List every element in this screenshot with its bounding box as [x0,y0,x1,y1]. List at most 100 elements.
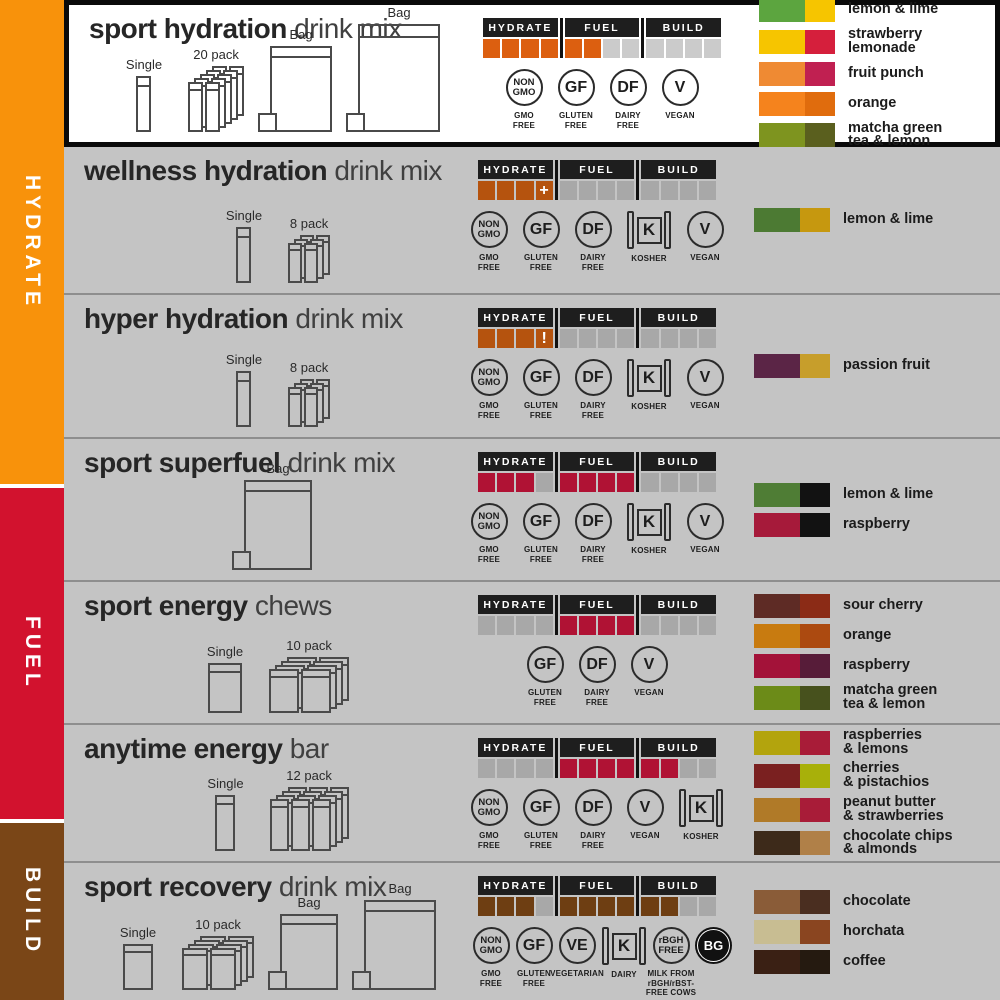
non-gmo-icon: NON GMO [470,503,508,540]
flavor-item: sour cherry [754,593,996,618]
meter-segment-hydrate: HYDRATE [478,452,553,492]
meter-square [478,473,496,492]
meter-square [516,897,534,916]
package-illustration-bag [346,24,441,132]
meter-square [679,329,697,348]
meter-square [660,616,678,635]
package-formats: Single 8 pack [72,189,484,283]
scoop-illustration [346,113,366,132]
flavor-label: passion fruit [843,357,931,374]
scroll-letter: K [636,364,662,392]
badge-caption: VEGAN [690,401,720,410]
kosher-icon: K [626,359,672,397]
package-label: Single [225,352,263,367]
product-title-bold: anytime energy [84,733,283,764]
meter-square [535,897,553,916]
flavor-swatch [754,685,830,710]
bag-seal-line [272,48,331,58]
multipack-card [188,82,204,132]
meter-squares [564,39,640,58]
meter-segment-hydrate: HYDRATE [478,876,553,916]
dairy-free-icon: DF [574,503,612,540]
meter-segment-build: BUILD [641,595,717,635]
scroll-bar-right [664,359,671,397]
package-illustration-multipack [188,66,245,132]
meter-square [641,473,659,492]
flavor-swatch-left [754,208,800,232]
flavor-label: chocolate chips & almonds [843,827,953,858]
gluten-free-badge: GF GLUTEN FREE [522,789,560,850]
product-title-light: drink mix [334,155,442,186]
package-seal-line [238,229,250,238]
meter-square [497,181,515,200]
package-label: Bag [266,461,290,476]
package-format: Single [226,352,262,427]
meter-segment-build: BUILD [641,308,717,348]
badge-caption: VEGAN [630,831,660,840]
meter-segment-header: BUILD [646,18,722,37]
product-title: sport recovery drink mix [84,871,387,903]
sidebar-section-hydrate: HYDRATE [0,0,64,484]
meter-divider [636,595,640,635]
meter-square [698,329,717,348]
flavor-swatch-left [759,0,805,22]
badge-caption: GLUTEN FREE [523,831,559,850]
meter-square [598,616,616,635]
meter-square [598,329,616,348]
package-seal-line [217,797,234,805]
certification-badges: NON GMO GMO FREE GF GLUTEN FREE DF DAIRY FREE… [483,69,721,130]
meter-squares [478,616,553,635]
badge-caption: DAIRY FREE [580,401,606,420]
package-illustration-stick [236,227,252,283]
meter-squares [641,897,717,916]
card-seal-line [303,671,330,678]
scoop-illustration [268,971,288,990]
non-gmo-icon: NON GMO [470,211,508,248]
gluten-free-icon: GF [522,359,560,396]
badge-caption: KOSHER [683,832,719,841]
flavor-swatch-left [754,919,800,944]
meter-square [598,473,616,492]
flavor-swatch-left [754,512,800,537]
multipack-card [288,387,303,427]
vegan-badge: V VEGAN [661,69,699,130]
meter-segment-hydrate: HYDRATE [483,18,558,58]
meter-square [478,897,496,916]
flavor-swatch [754,512,830,537]
meter-divider [554,595,558,635]
flavor-swatch-right [799,482,830,507]
flavor-swatch-left [754,482,800,507]
meter-square [684,39,702,58]
scroll-bar-left [627,211,634,249]
flavor-swatch-left [754,831,800,856]
gluten-free-icon: GF [526,646,564,683]
card-seal-line [290,245,301,251]
scroll-bar-left [602,927,609,965]
meter-segment-header: HYDRATE [478,595,553,614]
meter-square: ! [535,329,553,348]
package-seal-line [238,373,250,382]
flavor-item: matcha green tea & lemon [759,120,991,150]
dairy-free-badge: DF DAIRY FREE [574,789,612,850]
vegan-icon: V [661,69,699,106]
flavor-swatch [754,623,830,648]
flavor-list: lemon & lime raspberry [754,439,996,580]
meter-square [679,759,697,778]
product-row-hyper-hydration: hyper hydration drink mix Single 8 pack H… [64,293,1000,437]
meter-segment-header: BUILD [641,876,717,895]
meter-square [478,181,496,200]
meter-squares [646,39,722,58]
meter-square [660,181,678,200]
gluten-free-badge: GF GLUTEN FREE [522,211,560,272]
meter-divider [636,876,640,916]
non-gmo-icon: NON GMO [470,789,508,826]
meter-squares [641,181,717,200]
badge-caption: DAIRY FREE [580,545,606,564]
flavor-label: raspberry [843,515,910,532]
flavor-swatch-right [804,0,835,22]
flavor-swatch-left [754,764,800,789]
meter-square [559,329,577,348]
meter-divider [636,738,640,778]
meter-segment-fuel: FUEL [559,160,635,200]
meter-segment-header: HYDRATE [478,160,553,179]
